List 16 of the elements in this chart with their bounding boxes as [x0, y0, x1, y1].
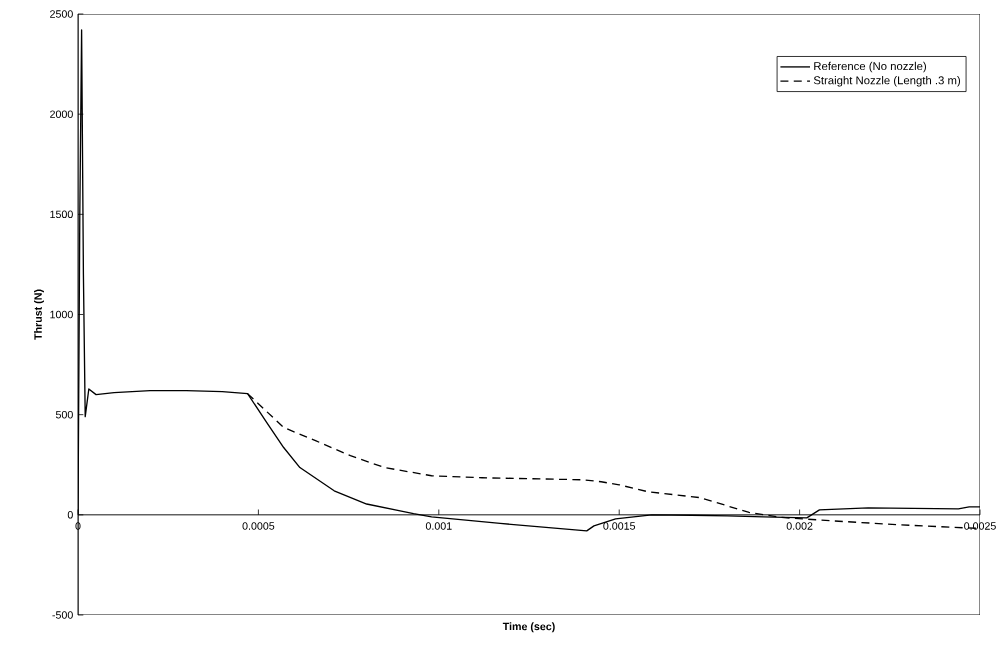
x-tick-label: 0.002 — [786, 522, 813, 530]
x-tick-label: 0.0015 — [603, 522, 636, 530]
x-axis-title: Time (sec) — [502, 622, 555, 633]
y-tick-label: 0 — [67, 511, 73, 519]
x-tick-label: 0.0005 — [242, 522, 275, 530]
legend-label: Reference (No nozzle) — [814, 61, 926, 73]
y-tick-label: 500 — [55, 410, 73, 419]
y-tick-label: 1000 — [50, 310, 73, 319]
y-tick-label: 2000 — [50, 110, 73, 118]
y-tick-label: 1500 — [50, 210, 73, 219]
y-tick-label: 2500 — [50, 10, 73, 18]
y-tick-label: -500 — [52, 611, 73, 619]
y-axis-title: Thrust (N) — [34, 289, 44, 340]
x-tick-label: 0.001 — [425, 522, 452, 530]
legend-label: Straight Nozzle (Length .3 m) — [813, 76, 961, 87]
x-tick-label: 0.0025 — [964, 522, 996, 530]
